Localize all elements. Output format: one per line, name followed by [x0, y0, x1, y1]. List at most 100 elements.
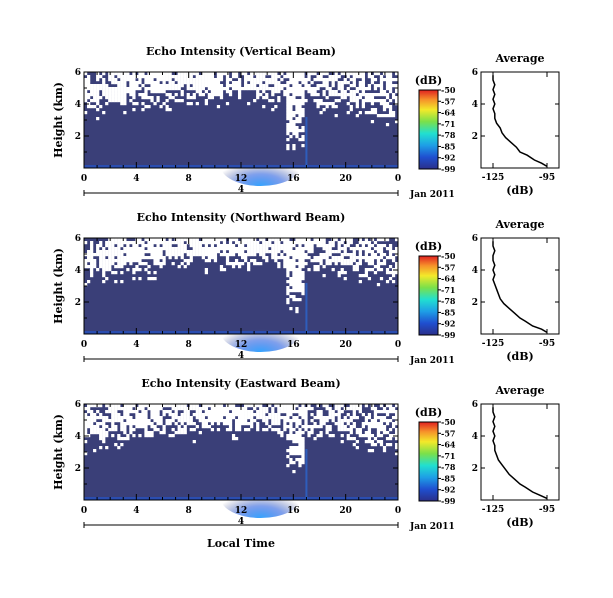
colorbar: (dB)-50-57 -64-71-78-85 -92-99 [415, 406, 456, 506]
x-tick-label: 0 [81, 340, 87, 350]
x-tick-label: 0 [395, 340, 401, 350]
x-tick-label: 16 [287, 174, 300, 184]
colorbar-tick-label: -99 [441, 496, 456, 506]
colorbar-tick-label: -92 [441, 485, 455, 495]
colorbar-tick-label: -57 [441, 428, 455, 438]
colorbar-gradient [418, 89, 439, 170]
x-tick-label: 8 [186, 506, 192, 516]
colorbar: (dB)-50-57 -64-71-78-85 -92-99 [415, 74, 456, 174]
x-tick-label: 16 [287, 340, 300, 350]
y-tick-label: 6 [75, 400, 81, 410]
panel-1: Echo Intensity (Northward Beam) 6 4 2 Height… [52, 211, 560, 366]
profile-x-tick-label: -125 [482, 505, 505, 515]
y-tick-label: 6 [75, 234, 81, 244]
profile-x-tick-label: -125 [482, 173, 505, 183]
x-tick-label: 16 [287, 506, 300, 516]
colorbar-tick-label: -78 [441, 296, 456, 306]
profile-x-tick-label: -95 [539, 173, 555, 183]
x-tick-label: 12 [235, 174, 248, 184]
profile-title: Average [494, 52, 544, 65]
colorbar-tick-label: -71 [441, 119, 455, 129]
profile-x-tick-label: -125 [482, 339, 505, 349]
x-tick-label: 8 [186, 340, 192, 350]
colorbar-gradient [418, 421, 439, 502]
profile-x-tick-label: -95 [539, 339, 555, 349]
profile-x-tick-label: -95 [539, 505, 555, 515]
colorbar-tick-label: -50 [441, 417, 456, 427]
profile-line [492, 407, 548, 500]
x-tick-label: 0 [81, 506, 87, 516]
x-tick-label: 4 [133, 174, 139, 184]
colorbar-gradient [418, 255, 439, 336]
colorbar-tick-label: -92 [441, 319, 455, 329]
heatmap [84, 404, 399, 518]
date-marker: 4 [238, 185, 244, 195]
profile-title: Average [494, 218, 544, 231]
date-marker: 4 [238, 517, 244, 527]
panel-title: Echo Intensity (Vertical Beam) [146, 45, 336, 58]
profile-y-tick-label: 2 [472, 464, 478, 474]
profile-y-tick-label: 2 [472, 298, 478, 308]
x-tick-label: 8 [186, 174, 192, 184]
profile-x-label: (dB) [506, 516, 533, 529]
date-marker: 4 [238, 351, 244, 361]
heatmap [84, 238, 399, 352]
colorbar-tick-label: -64 [441, 440, 456, 450]
profile-frame [480, 71, 560, 169]
profile-title: Average [494, 384, 544, 397]
y-tick-label: 2 [75, 464, 81, 474]
x-tick-label: 20 [339, 174, 352, 184]
y-axis-label: Height (km) [52, 414, 65, 490]
colorbar-tick-label: -64 [441, 274, 456, 284]
colorbar-unit: (dB) [415, 240, 442, 253]
y-axis-label: Height (km) [52, 82, 65, 158]
colorbar-tick-label: -99 [441, 164, 456, 174]
colorbar-tick-label: -57 [441, 262, 455, 272]
x-tick-label: 20 [339, 506, 352, 516]
y-tick-label: 2 [75, 132, 81, 142]
profile-y-tick-label: 6 [472, 400, 478, 410]
x-tick-label: 4 [133, 340, 139, 350]
date-label: Jan 2011 [409, 356, 455, 366]
colorbar-tick-label: -85 [441, 473, 455, 483]
profile-x-label: (dB) [506, 184, 533, 197]
colorbar-tick-label: -99 [441, 330, 456, 340]
x-axis-label: Local Time [207, 537, 275, 550]
x-tick-label: 12 [235, 340, 248, 350]
panel-title: Echo Intensity (Northward Beam) [137, 211, 346, 224]
panel-title: Echo Intensity (Eastward Beam) [141, 377, 340, 390]
average-profile: Average 6 4 2 -125 -95 (dB) [472, 218, 560, 363]
y-tick-label: 4 [75, 432, 81, 442]
y-tick-label: 2 [75, 298, 81, 308]
y-axis-label: Height (km) [52, 248, 65, 324]
profile-frame [480, 237, 560, 335]
panel-0: Echo Intensity (Vertical Beam) 6 4 2 Height … [52, 45, 560, 200]
profile-y-tick-label: 6 [472, 234, 478, 244]
profile-x-label: (dB) [506, 350, 533, 363]
date-label: Jan 2011 [409, 522, 455, 532]
profile-y-tick-label: 6 [472, 68, 478, 78]
x-tick-label: 4 [133, 506, 139, 516]
profile-y-tick-label: 4 [472, 432, 478, 442]
colorbar-tick-label: -64 [441, 108, 456, 118]
date-label: Jan 2011 [409, 190, 455, 200]
y-tick-label: 4 [75, 266, 81, 276]
profile-frame [480, 403, 560, 501]
profile-line [492, 75, 548, 168]
profile-y-tick-label: 2 [472, 132, 478, 142]
profile-line [492, 241, 548, 334]
x-tick-label: 0 [81, 174, 87, 184]
x-tick-label: 20 [339, 340, 352, 350]
panel-2: Echo Intensity (Eastward Beam) 6 4 2 Height … [52, 377, 560, 550]
x-tick-label: 0 [395, 506, 401, 516]
profile-y-tick-label: 4 [472, 266, 478, 276]
x-tick-label: 0 [395, 174, 401, 184]
colorbar-tick-label: -92 [441, 153, 455, 163]
y-tick-label: 4 [75, 100, 81, 110]
no-data-cells [84, 404, 399, 474]
colorbar-tick-label: -71 [441, 451, 455, 461]
colorbar-unit: (dB) [415, 406, 442, 419]
x-tick-label: 12 [235, 506, 248, 516]
y-tick-label: 6 [75, 68, 81, 78]
colorbar-tick-label: -50 [441, 251, 456, 261]
